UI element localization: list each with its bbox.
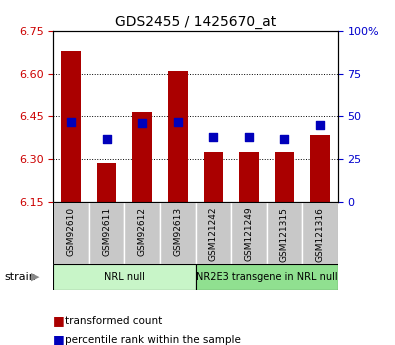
Point: [281, 136, 288, 141]
Text: GSM92611: GSM92611: [102, 207, 111, 256]
Text: strain: strain: [4, 272, 36, 282]
Bar: [53, 264, 196, 290]
Point: [103, 136, 110, 141]
Point: [210, 134, 216, 140]
Point: [139, 120, 145, 126]
Bar: [239, 152, 259, 202]
Text: GSM92613: GSM92613: [173, 207, 182, 256]
Text: transformed count: transformed count: [65, 316, 162, 326]
Point: [175, 119, 181, 124]
Text: GSM92610: GSM92610: [67, 207, 75, 256]
Text: NR2E3 transgene in NRL null: NR2E3 transgene in NRL null: [196, 272, 337, 282]
Point: [317, 122, 323, 128]
Bar: [275, 152, 294, 202]
Text: ■: ■: [53, 333, 65, 345]
Text: ■: ■: [53, 314, 65, 327]
Bar: [89, 202, 124, 264]
Bar: [267, 202, 302, 264]
Bar: [231, 202, 267, 264]
Bar: [203, 152, 223, 202]
Bar: [302, 202, 338, 264]
Text: NRL null: NRL null: [104, 272, 145, 282]
Bar: [53, 202, 89, 264]
Text: GSM121242: GSM121242: [209, 207, 218, 261]
Bar: [160, 202, 196, 264]
Bar: [310, 135, 330, 202]
Bar: [124, 202, 160, 264]
Text: GSM121316: GSM121316: [316, 207, 324, 262]
Bar: [196, 202, 231, 264]
Bar: [97, 164, 117, 202]
Text: GSM121315: GSM121315: [280, 207, 289, 262]
Bar: [61, 51, 81, 202]
Title: GDS2455 / 1425670_at: GDS2455 / 1425670_at: [115, 14, 276, 29]
Point: [246, 134, 252, 140]
Bar: [132, 112, 152, 202]
Bar: [168, 71, 188, 202]
Text: GSM92612: GSM92612: [138, 207, 147, 256]
Text: percentile rank within the sample: percentile rank within the sample: [65, 335, 241, 345]
Bar: [196, 264, 338, 290]
Text: ▶: ▶: [30, 272, 39, 282]
Text: GSM121249: GSM121249: [245, 207, 253, 262]
Point: [68, 119, 74, 124]
